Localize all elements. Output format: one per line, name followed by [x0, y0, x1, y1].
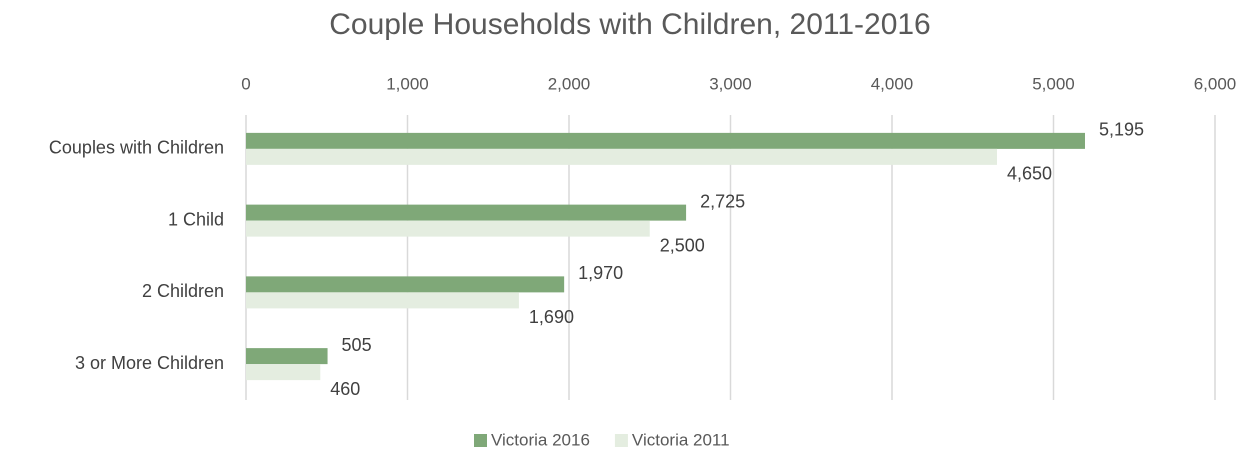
x-tick-label: 2,000	[548, 74, 591, 93]
x-tick-label: 3,000	[709, 74, 752, 93]
bar	[246, 276, 565, 293]
y-tick-label: Couples with Children	[49, 138, 224, 158]
x-tick-label: 6,000	[1194, 74, 1237, 93]
x-tick-label: 5,000	[1032, 74, 1075, 93]
bar	[246, 364, 321, 381]
x-tick-label: 1,000	[386, 74, 429, 93]
legend-label: Victoria 2016	[491, 430, 590, 449]
data-label: 4,650	[1007, 164, 1052, 184]
y-tick-label: 1 Child	[168, 209, 224, 229]
data-label: 5,195	[1099, 120, 1144, 140]
y-tick-label: 2 Children	[142, 281, 224, 301]
bar	[246, 292, 519, 309]
legend-swatch	[474, 434, 487, 447]
bar	[246, 220, 650, 237]
legend-label: Victoria 2011	[632, 430, 730, 449]
bar	[246, 204, 687, 221]
bar	[246, 148, 997, 165]
data-label: 2,500	[660, 235, 705, 255]
x-tick-label: 0	[241, 74, 250, 93]
data-label: 505	[342, 335, 372, 355]
bar	[246, 132, 1085, 149]
chart-title: Couple Households with Children, 2011-20…	[329, 8, 931, 41]
y-tick-label: 3 or More Children	[75, 353, 224, 373]
data-label: 2,725	[700, 191, 745, 211]
bar	[246, 348, 328, 365]
data-label: 460	[330, 379, 360, 399]
legend-swatch	[614, 434, 628, 447]
x-tick-label: 4,000	[871, 74, 914, 93]
data-label: 1,690	[529, 307, 574, 327]
data-label: 1,970	[578, 263, 623, 283]
